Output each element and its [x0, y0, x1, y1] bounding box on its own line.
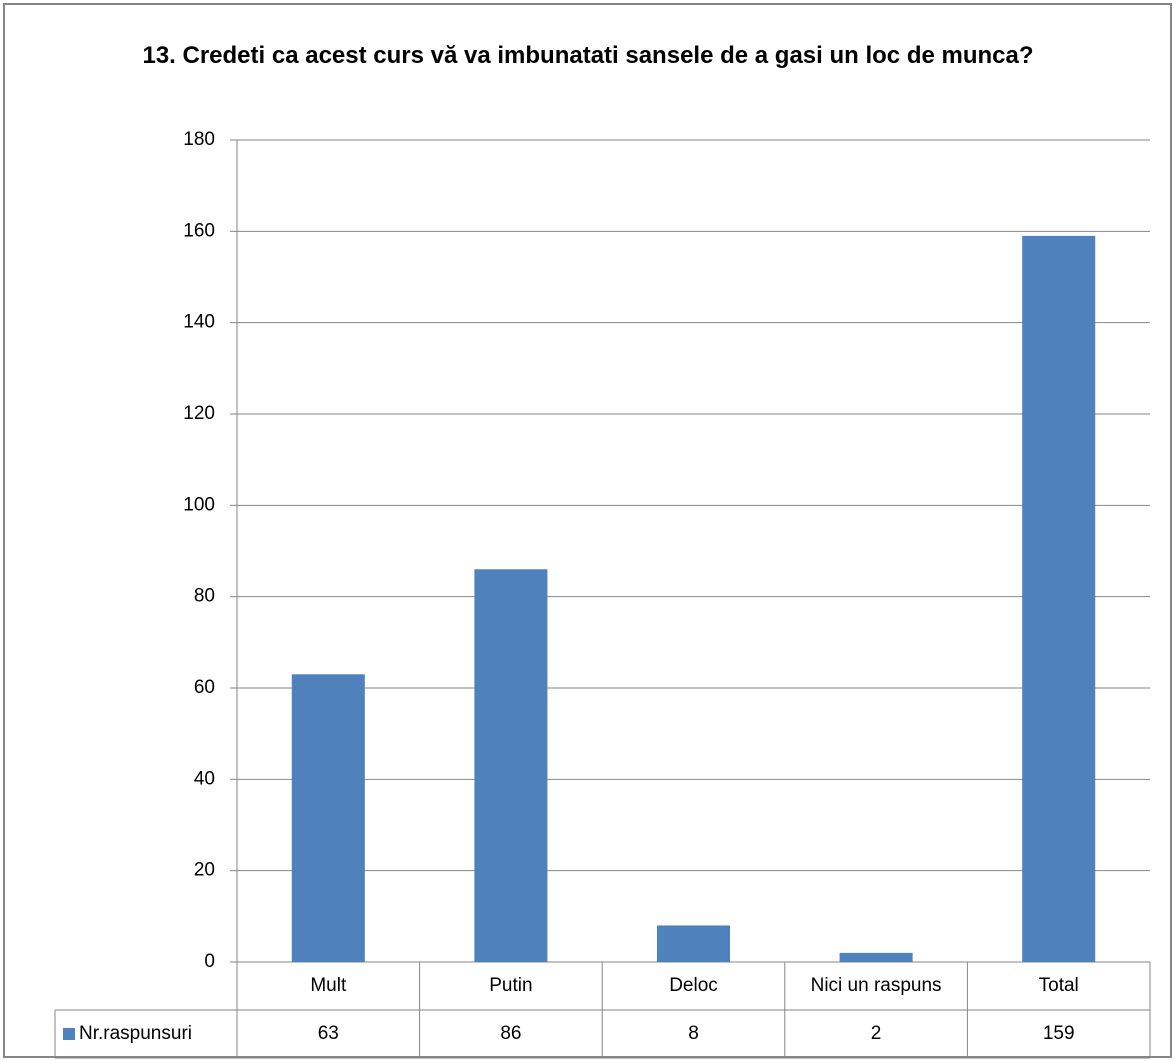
bar [474, 569, 548, 962]
bar [1022, 235, 1096, 962]
y-tick-label: 20 [194, 860, 215, 881]
table-value: 8 [688, 1023, 699, 1044]
legend-label: Nr.raspunsuri [79, 1023, 192, 1044]
table-value: 63 [318, 1023, 339, 1044]
y-tick-label: 100 [183, 494, 215, 515]
y-tick-label: 80 [194, 586, 215, 607]
y-tick-label: 60 [194, 677, 215, 698]
y-tick-label: 180 [183, 129, 215, 150]
table-value: 86 [500, 1023, 521, 1044]
y-tick-label: 140 [183, 312, 215, 333]
chart-title: 13. Credeti ca acest curs vă va imbunata… [142, 42, 1034, 69]
y-tick-label: 160 [183, 220, 215, 241]
x-tick-label: Putin [489, 975, 532, 996]
bar [656, 925, 731, 962]
y-tick-label: 120 [183, 403, 215, 424]
table-value: 159 [1043, 1023, 1075, 1044]
x-tick-label: Total [1039, 975, 1079, 996]
x-tick-label: Deloc [669, 975, 718, 996]
x-tick-label: Nici un raspuns [811, 975, 942, 996]
table-value: 2 [871, 1023, 882, 1044]
bar [839, 952, 913, 962]
bar [291, 674, 365, 962]
y-tick-label: 0 [204, 951, 215, 972]
legend-key [63, 1028, 75, 1040]
x-tick-label: Mult [310, 975, 347, 996]
y-tick-label: 40 [194, 768, 215, 789]
chart-border [3, 3, 1172, 1058]
